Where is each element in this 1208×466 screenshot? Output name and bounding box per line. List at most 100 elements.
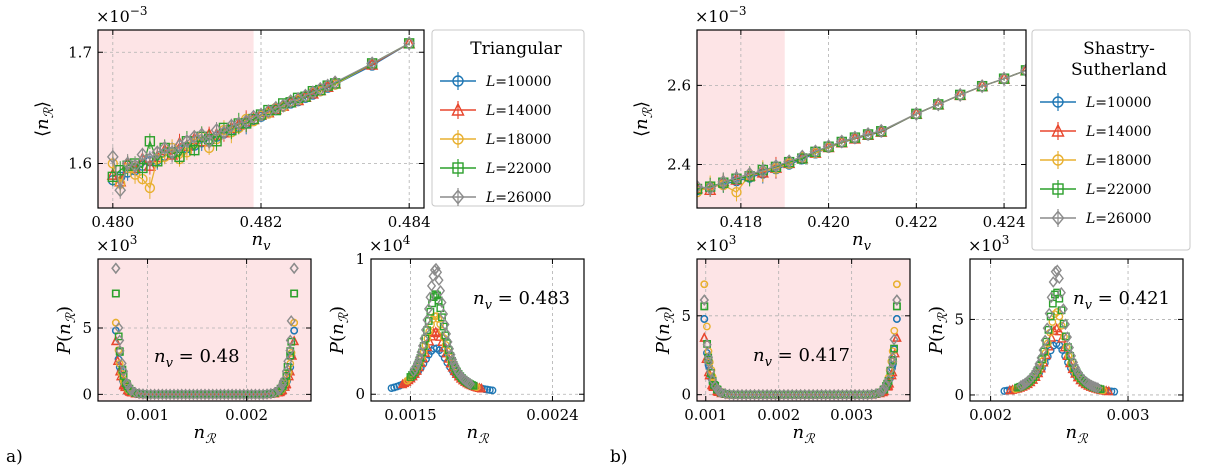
data-point [425, 327, 434, 336]
data-point [399, 377, 410, 388]
axes-frame [969, 258, 1184, 402]
data-point [423, 303, 434, 315]
data-point [440, 318, 450, 331]
legend-label-var: L [485, 103, 495, 119]
data-point [1019, 63, 1026, 76]
y-axis-label-part: n [32, 118, 53, 130]
axis-multiplier-base: ×10 [695, 7, 729, 26]
data-point [702, 338, 712, 351]
data-point [151, 145, 164, 160]
data-point [465, 378, 475, 390]
y-axis-label-part: ℛ [42, 106, 57, 118]
data-point [434, 274, 444, 287]
y-tick-label: 1.6 [68, 155, 92, 173]
y-axis-label-part: ℛ [936, 311, 951, 323]
data-point [697, 183, 703, 195]
legend-title: Triangular [470, 39, 562, 59]
x-tick-label: 0.002 [969, 406, 1012, 424]
data-point [286, 315, 296, 327]
annotation-nv-sub: v [485, 298, 493, 313]
data-point [699, 294, 709, 306]
shaded-region [98, 259, 311, 401]
legend-marker [1051, 210, 1065, 226]
data-point [1040, 334, 1050, 347]
data-point [888, 351, 898, 364]
data-point [215, 388, 226, 401]
legend-label: L=22000 [485, 161, 552, 177]
x-axis-label: nv [252, 229, 272, 254]
y-axis-label: P(nℛ) [54, 306, 79, 355]
data-point [446, 348, 456, 361]
data-point [416, 346, 426, 358]
data-point [266, 387, 276, 400]
data-point [144, 136, 156, 147]
data-point [285, 334, 295, 347]
data-point [366, 56, 379, 71]
x-axis-label-text: nv [852, 229, 872, 254]
data-point [422, 314, 432, 326]
legend-title: Shastry- [1083, 39, 1155, 59]
data-point [177, 388, 187, 401]
legend-label-var: L [1085, 124, 1095, 140]
legend-label: L=10000 [485, 74, 552, 90]
data-point [1048, 318, 1057, 326]
data-point [1016, 379, 1026, 392]
x-axis-label: nℛ [467, 422, 491, 447]
data-point [231, 388, 241, 401]
legend-label: L=22000 [1085, 182, 1152, 198]
x-tick-label: 0.002 [757, 406, 800, 424]
data-point [1060, 318, 1070, 331]
data-point [227, 388, 237, 401]
data-point [954, 87, 967, 102]
legend-label-val: =10000 [495, 74, 551, 90]
axis-multiplier-base: ×10 [96, 236, 130, 255]
y-axis-label-part: ℛ [337, 311, 352, 323]
data-point [196, 388, 206, 401]
y-axis-label-text: ⟨nℛ⟩ [631, 101, 656, 137]
data-point [1091, 381, 1101, 394]
y-axis-label-part: ℛ [64, 311, 79, 323]
data-point [189, 144, 200, 156]
x-axis-label: nℛ [194, 422, 218, 447]
axis-multiplier: ×103 [96, 233, 137, 255]
y-axis-label-part: ) [926, 306, 947, 313]
data-point [1062, 331, 1073, 343]
data-point [118, 365, 129, 378]
legend-marker [452, 75, 464, 87]
data-point [240, 114, 253, 129]
axis-multiplier-exp: 3 [1002, 233, 1010, 247]
data-point [890, 326, 899, 335]
data-point [115, 334, 125, 347]
x-axis-label-part: n [852, 229, 864, 250]
legend-label: L=18000 [485, 132, 552, 148]
x-tick-label: 0.424 [983, 213, 1026, 231]
data-point [1048, 276, 1058, 288]
data-point [1056, 286, 1066, 299]
legend-label: L=14000 [1085, 124, 1152, 140]
data-layer [110, 262, 299, 401]
data-point [136, 147, 149, 162]
data-point [150, 388, 160, 401]
legend-marker [451, 102, 465, 116]
legend-label-val: =10000 [1095, 95, 1151, 111]
data-point [822, 139, 835, 154]
data-point [1054, 272, 1064, 285]
data-point [1070, 361, 1081, 374]
x-axis-label-part: ℛ [478, 432, 490, 447]
data-point [1044, 307, 1054, 320]
data-point [129, 158, 141, 173]
axes-frame [696, 258, 911, 402]
data-point [431, 262, 441, 275]
data-point [1052, 264, 1062, 277]
data-point [417, 340, 428, 352]
y-axis-label-text: P(nℛ) [653, 306, 678, 355]
annotation-nv: nv = 0.417 [753, 345, 850, 370]
data-point [704, 181, 717, 196]
axis-multiplier-exp: 3 [130, 233, 138, 247]
data-point [208, 388, 218, 401]
x-tick-label: 0.480 [91, 213, 134, 231]
